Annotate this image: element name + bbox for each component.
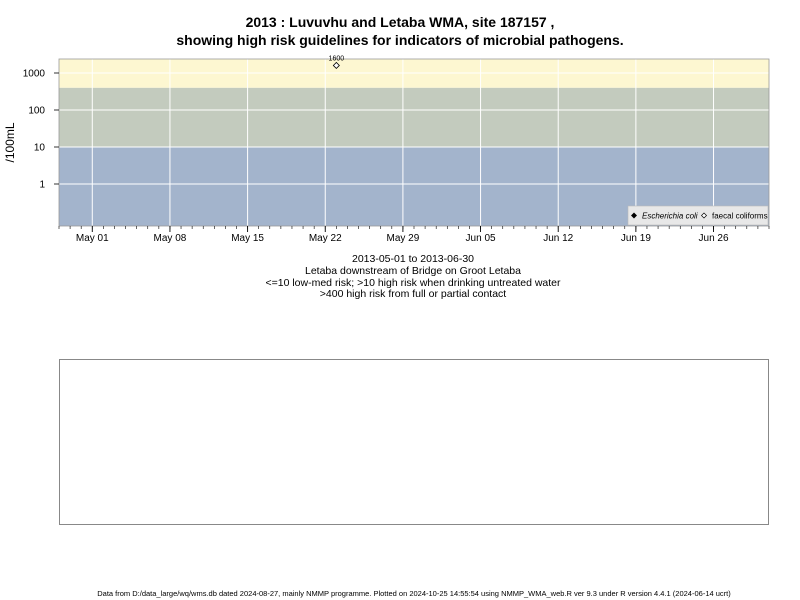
x-tick-label: Jun 12 — [543, 233, 573, 244]
x-tick-label: Jun 05 — [466, 233, 496, 244]
data-source-footer: Data from D:/data_large/wq/wms.db dated … — [97, 589, 731, 598]
y-axis-label: /100mL — [3, 122, 17, 162]
x-tick-label: Jun 19 — [621, 233, 651, 244]
data-point — [332, 61, 340, 70]
legend-box — [627, 205, 769, 226]
x-tick-label: Jun 26 — [699, 233, 729, 244]
y-tick-label: 1 — [39, 180, 45, 191]
legend: Escherichia coli faecal coliforms — [627, 205, 769, 226]
empty-plot-panel — [59, 359, 769, 525]
x-tick-label: May 29 — [387, 233, 420, 244]
chart-title-line1: 2013 : Luvuvhu and Letaba WMA, site 1871… — [245, 14, 555, 30]
legend-label: Escherichia coli — [642, 212, 698, 221]
legend-marker — [631, 212, 637, 219]
x-tick-label: May 15 — [231, 233, 264, 244]
y-tick-label: 10 — [34, 143, 46, 154]
date-range-caption: 2013-05-01 to 2013-06-30 — [351, 253, 474, 265]
chart-title-line2: showing high risk guidelines for indicat… — [176, 32, 624, 48]
risk-band-1 — [59, 87, 769, 147]
x-tick-label: May 22 — [309, 233, 342, 244]
y-tick-label: 1000 — [23, 69, 46, 80]
drinking-risk-caption: <=10 low-med risk; >10 high risk when dr… — [265, 277, 561, 289]
x-tick-label: May 08 — [154, 233, 187, 244]
site-description-caption: Letaba downstream of Bridge on Groot Let… — [305, 265, 521, 277]
chart: 1 10 100 1000/100mL May 01 May 08 May 15 May 22… — [3, 55, 770, 244]
x-tick-label: May 01 — [76, 233, 109, 244]
y-tick-label: 100 — [28, 106, 45, 117]
data-label: 1600 — [329, 55, 345, 62]
legend-marker — [701, 212, 707, 219]
contact-risk-caption: >400 high risk from full or partial cont… — [319, 288, 507, 300]
legend-label: faecal coliforms — [712, 212, 768, 221]
